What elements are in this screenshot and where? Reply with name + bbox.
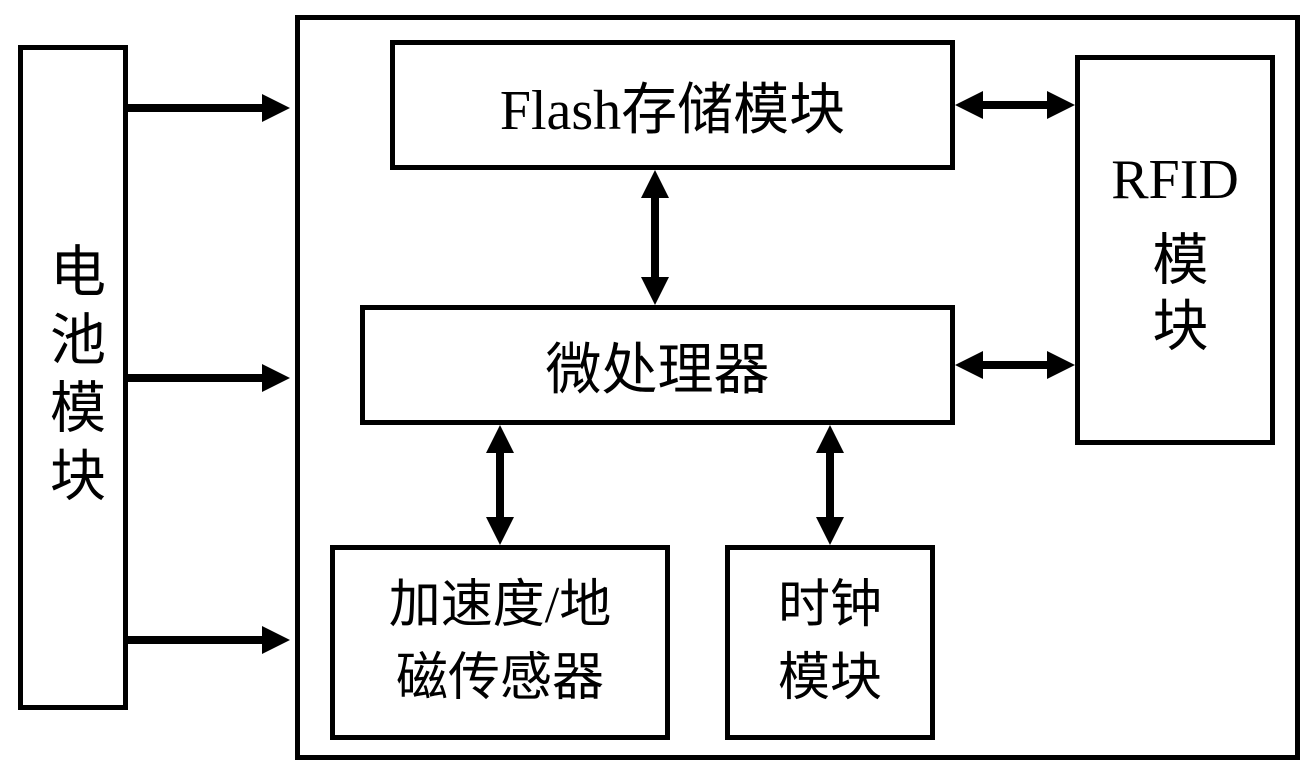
sensor-label-line1: 加速度/地 (389, 570, 611, 643)
microprocessor-box: 微处理器 (360, 305, 955, 425)
sensor-label: 加速度/地 磁传感器 (389, 570, 611, 716)
flash-storage-box: Flash存储模块 (390, 40, 955, 170)
sensor-label-line2: 磁传感器 (389, 643, 611, 716)
clock-label-line2: 模块 (778, 643, 882, 716)
sensor-box: 加速度/地 磁传感器 (330, 545, 670, 740)
clock-module-box: 时钟 模块 (725, 545, 935, 740)
microprocessor-label: 微处理器 (546, 325, 770, 406)
flash-storage-label: Flash存储模块 (500, 65, 845, 146)
clock-label-line1: 时钟 (778, 570, 882, 643)
battery-module-box: 电池模块 (18, 45, 128, 710)
rfid-label-line2: 模块 (1133, 230, 1217, 362)
clock-module-label: 时钟 模块 (778, 570, 882, 716)
rfid-module-box: RFID 模块 (1075, 55, 1275, 445)
rfid-module-label: RFID 模块 (1111, 138, 1239, 362)
battery-module-label: 电池模块 (33, 242, 114, 514)
rfid-label-line1: RFID (1111, 138, 1239, 222)
